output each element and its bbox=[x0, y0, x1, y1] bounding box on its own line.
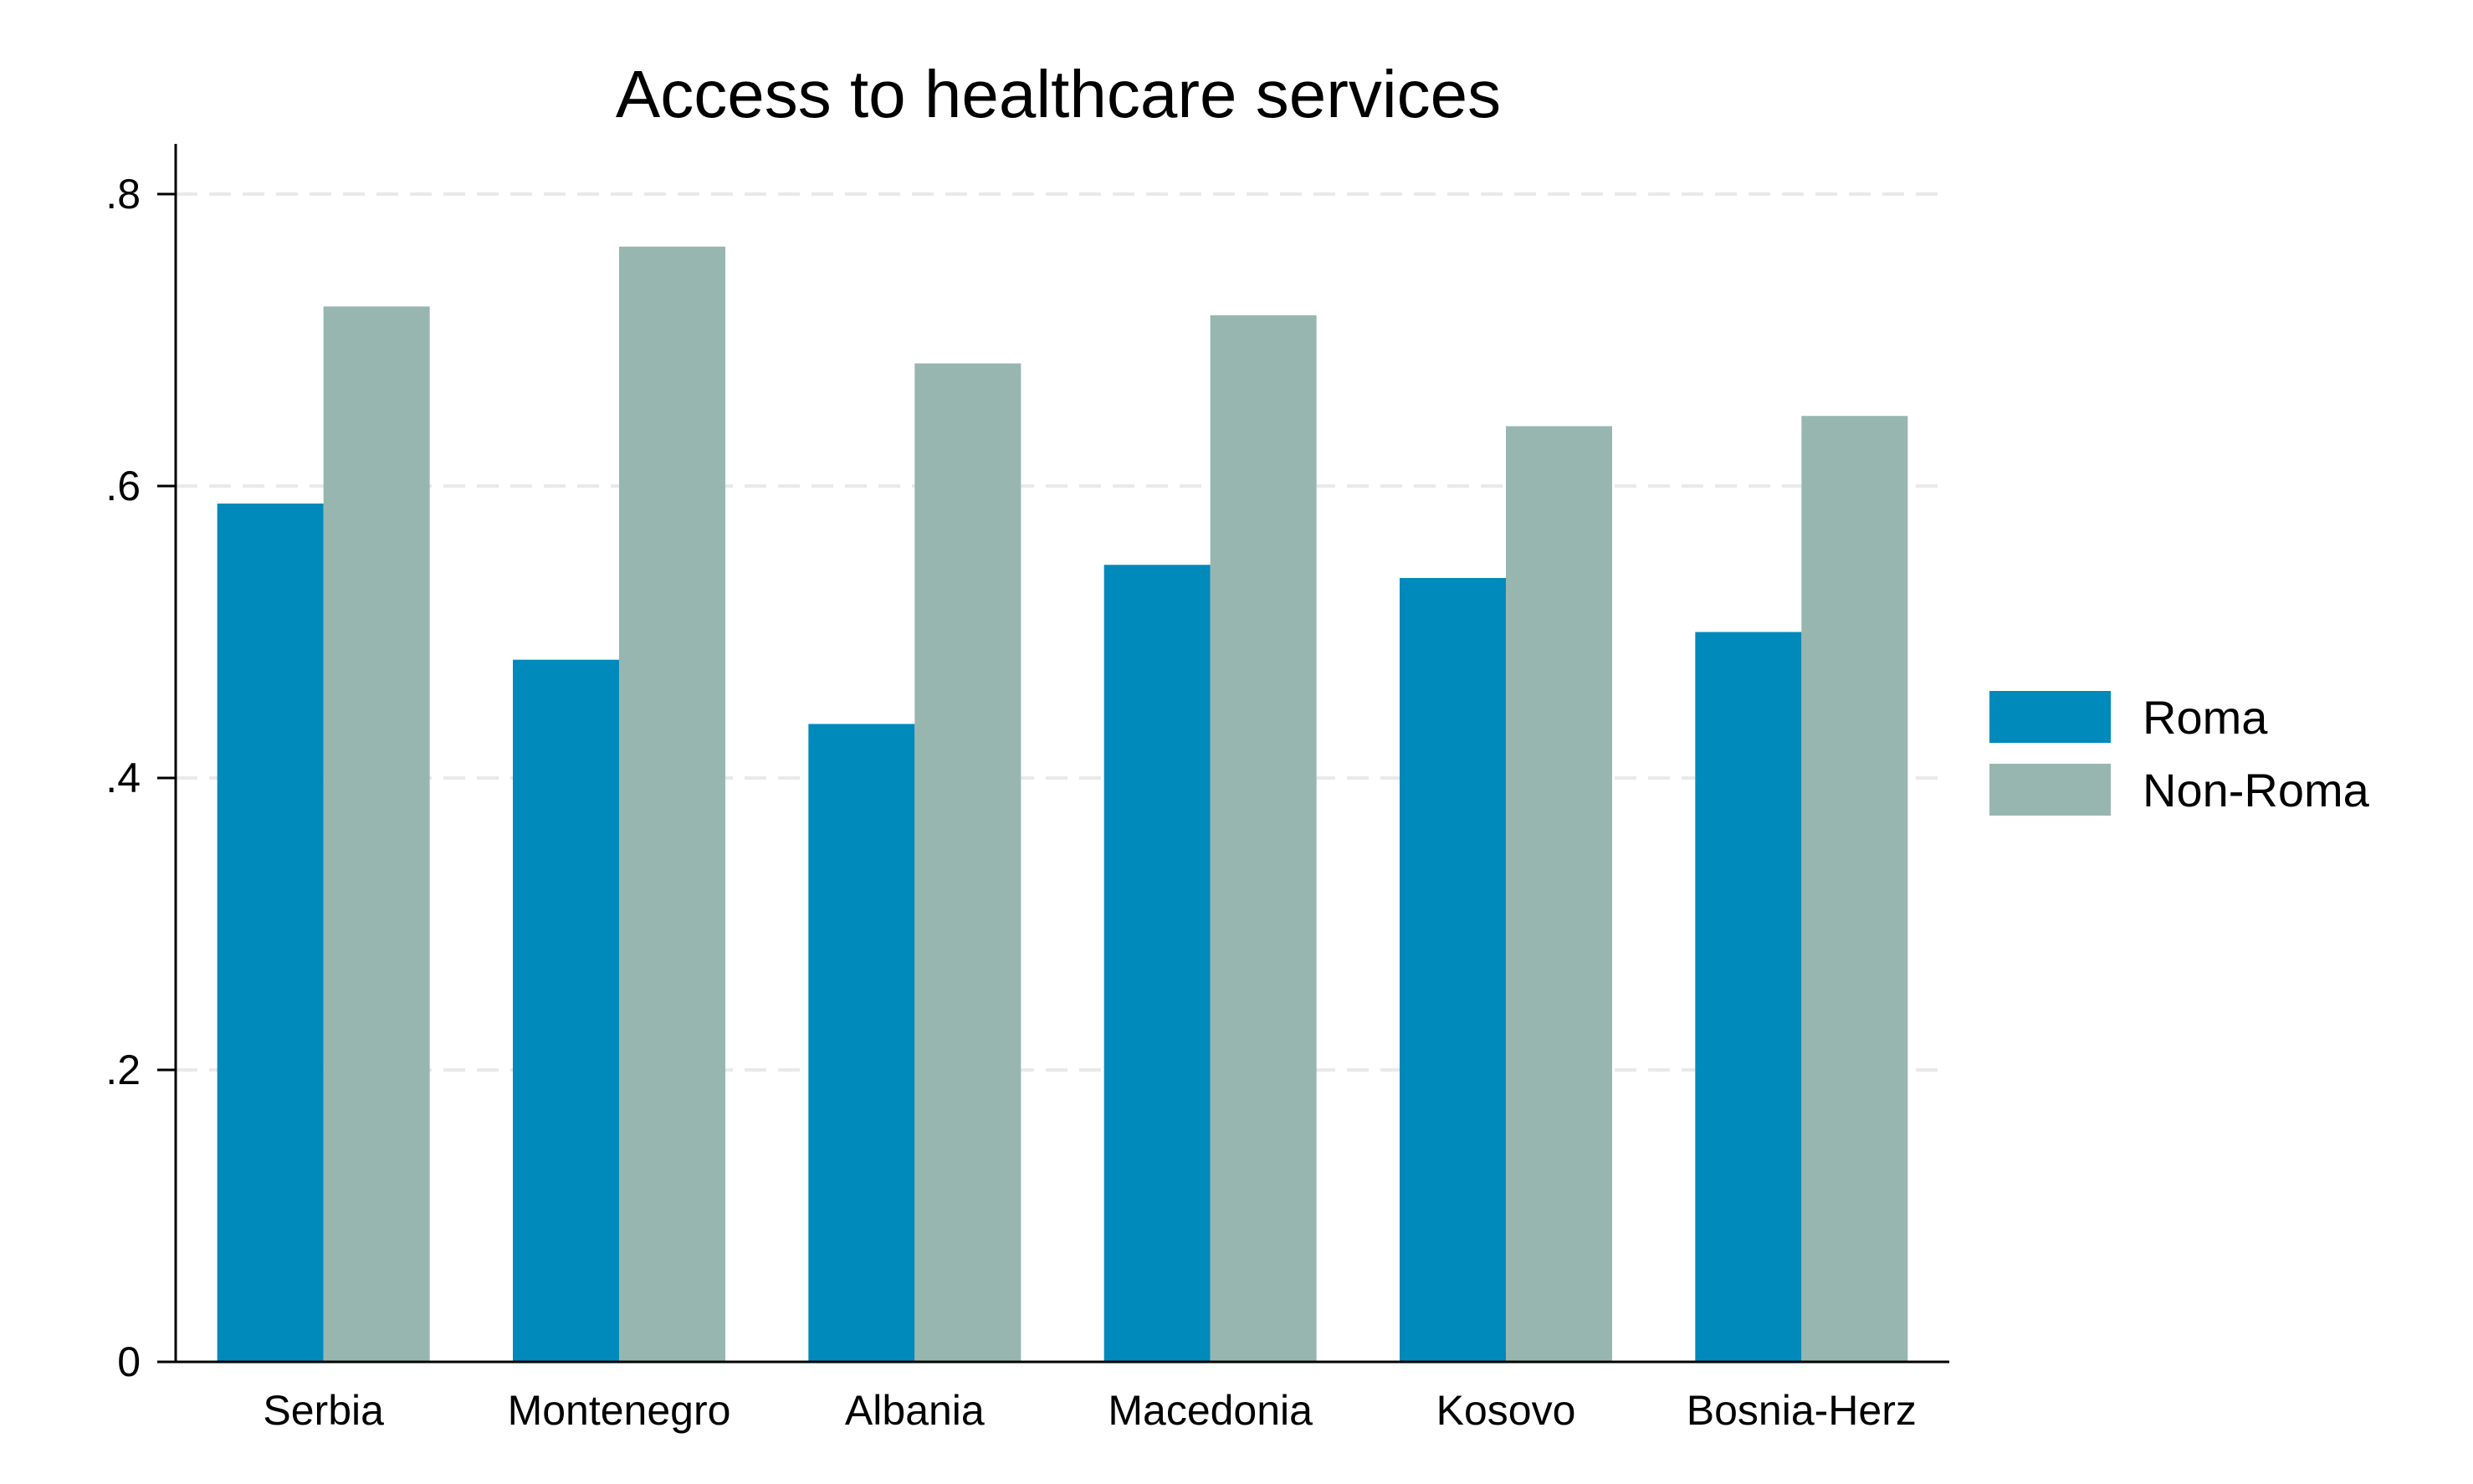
bar-roma-albania bbox=[808, 724, 915, 1362]
y-tick-label: .2 bbox=[105, 1046, 141, 1093]
y-tick-label: .4 bbox=[105, 755, 141, 801]
axes: Serbia Montenegro Albania Macedonia Kosovo Bo… bbox=[105, 144, 1949, 1434]
bar-roma-bosnia-herz bbox=[1695, 632, 1802, 1362]
x-tick-label: Albania bbox=[845, 1387, 985, 1434]
x-tick-label: Montenegro bbox=[508, 1387, 731, 1434]
legend-label-roma: Roma bbox=[2143, 691, 2268, 744]
x-tick-label: Macedonia bbox=[1108, 1387, 1313, 1434]
legend-key-roma bbox=[1989, 691, 2111, 743]
bar-non-roma-montenegro bbox=[619, 246, 725, 1362]
bar-roma-serbia bbox=[217, 503, 324, 1363]
bar-roma-macedonia bbox=[1103, 565, 1211, 1362]
gridlines bbox=[176, 192, 1949, 1072]
bar-non-roma-bosnia-herz bbox=[1801, 416, 1908, 1362]
bar-non-roma-albania bbox=[914, 363, 1021, 1362]
y-tick-label: 0 bbox=[117, 1338, 141, 1385]
y-tick-label: .6 bbox=[105, 463, 141, 509]
chart-title: Access to healthcare services bbox=[616, 57, 1501, 131]
bar-non-roma-kosovo bbox=[1506, 426, 1612, 1363]
bar-non-roma-macedonia bbox=[1210, 315, 1317, 1363]
x-tick-label: Bosnia-Herz bbox=[1687, 1387, 1917, 1434]
bar-roma-montenegro bbox=[513, 659, 619, 1362]
legend-key-non-roma bbox=[1989, 764, 2111, 816]
bars bbox=[217, 246, 1908, 1363]
x-tick-label: Kosovo bbox=[1436, 1387, 1576, 1434]
legend: Roma Non-Roma bbox=[1989, 691, 2370, 816]
x-tick-label: Serbia bbox=[263, 1387, 384, 1434]
legend-label-non-roma: Non-Roma bbox=[2143, 764, 2370, 816]
bar-roma-kosovo bbox=[1400, 577, 1506, 1362]
bar-non-roma-serbia bbox=[323, 306, 430, 1362]
y-tick-label: .8 bbox=[105, 171, 141, 217]
